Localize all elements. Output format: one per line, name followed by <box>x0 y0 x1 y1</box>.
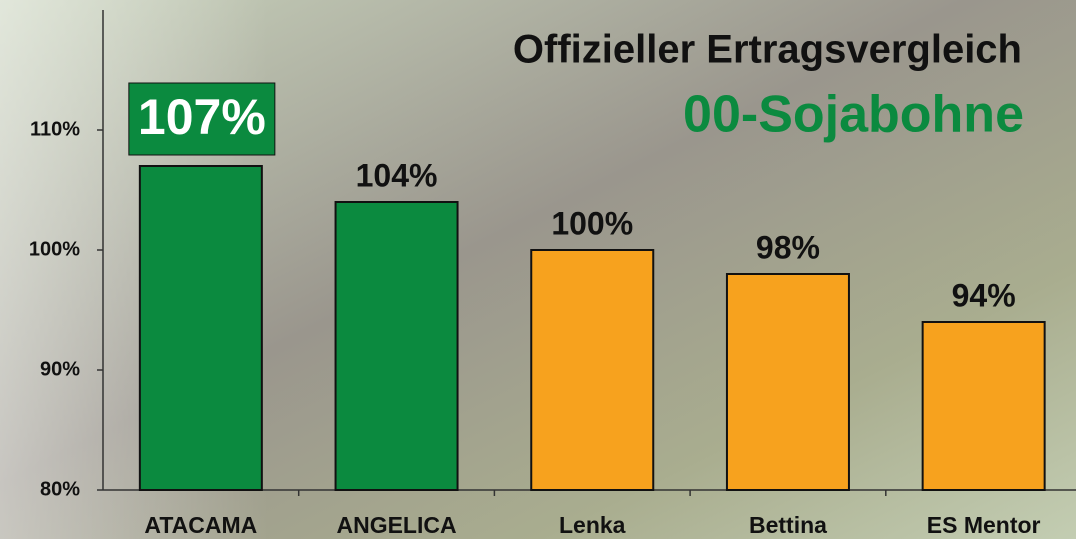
value-label: 94% <box>952 277 1016 313</box>
x-tick-label: ANGELICA <box>336 512 456 538</box>
value-label: 100% <box>551 205 633 241</box>
bar <box>530 249 655 491</box>
y-tick-label: 90% <box>40 358 80 380</box>
chart-subtitle: 00-Sojabohne <box>683 86 1024 144</box>
y-tick-label: 110% <box>30 118 80 140</box>
x-tick-label: Lenka <box>559 512 626 538</box>
x-tick-label: ES Mentor <box>927 512 1041 538</box>
value-label-box <box>128 82 276 156</box>
value-label: 98% <box>756 229 820 265</box>
y-tick-label: 80% <box>40 478 80 500</box>
bar <box>921 321 1046 491</box>
x-tick-label: Bettina <box>749 512 827 538</box>
value-label: 104% <box>356 157 438 193</box>
value-label: 107% <box>138 89 266 145</box>
y-tick-label: 100% <box>29 238 80 260</box>
bar <box>334 201 459 491</box>
bar <box>138 165 263 491</box>
x-tick-label: ATACAMA <box>144 512 257 538</box>
chart-title: Offizieller Ertragsvergleich <box>513 28 1022 72</box>
bar <box>725 273 850 491</box>
